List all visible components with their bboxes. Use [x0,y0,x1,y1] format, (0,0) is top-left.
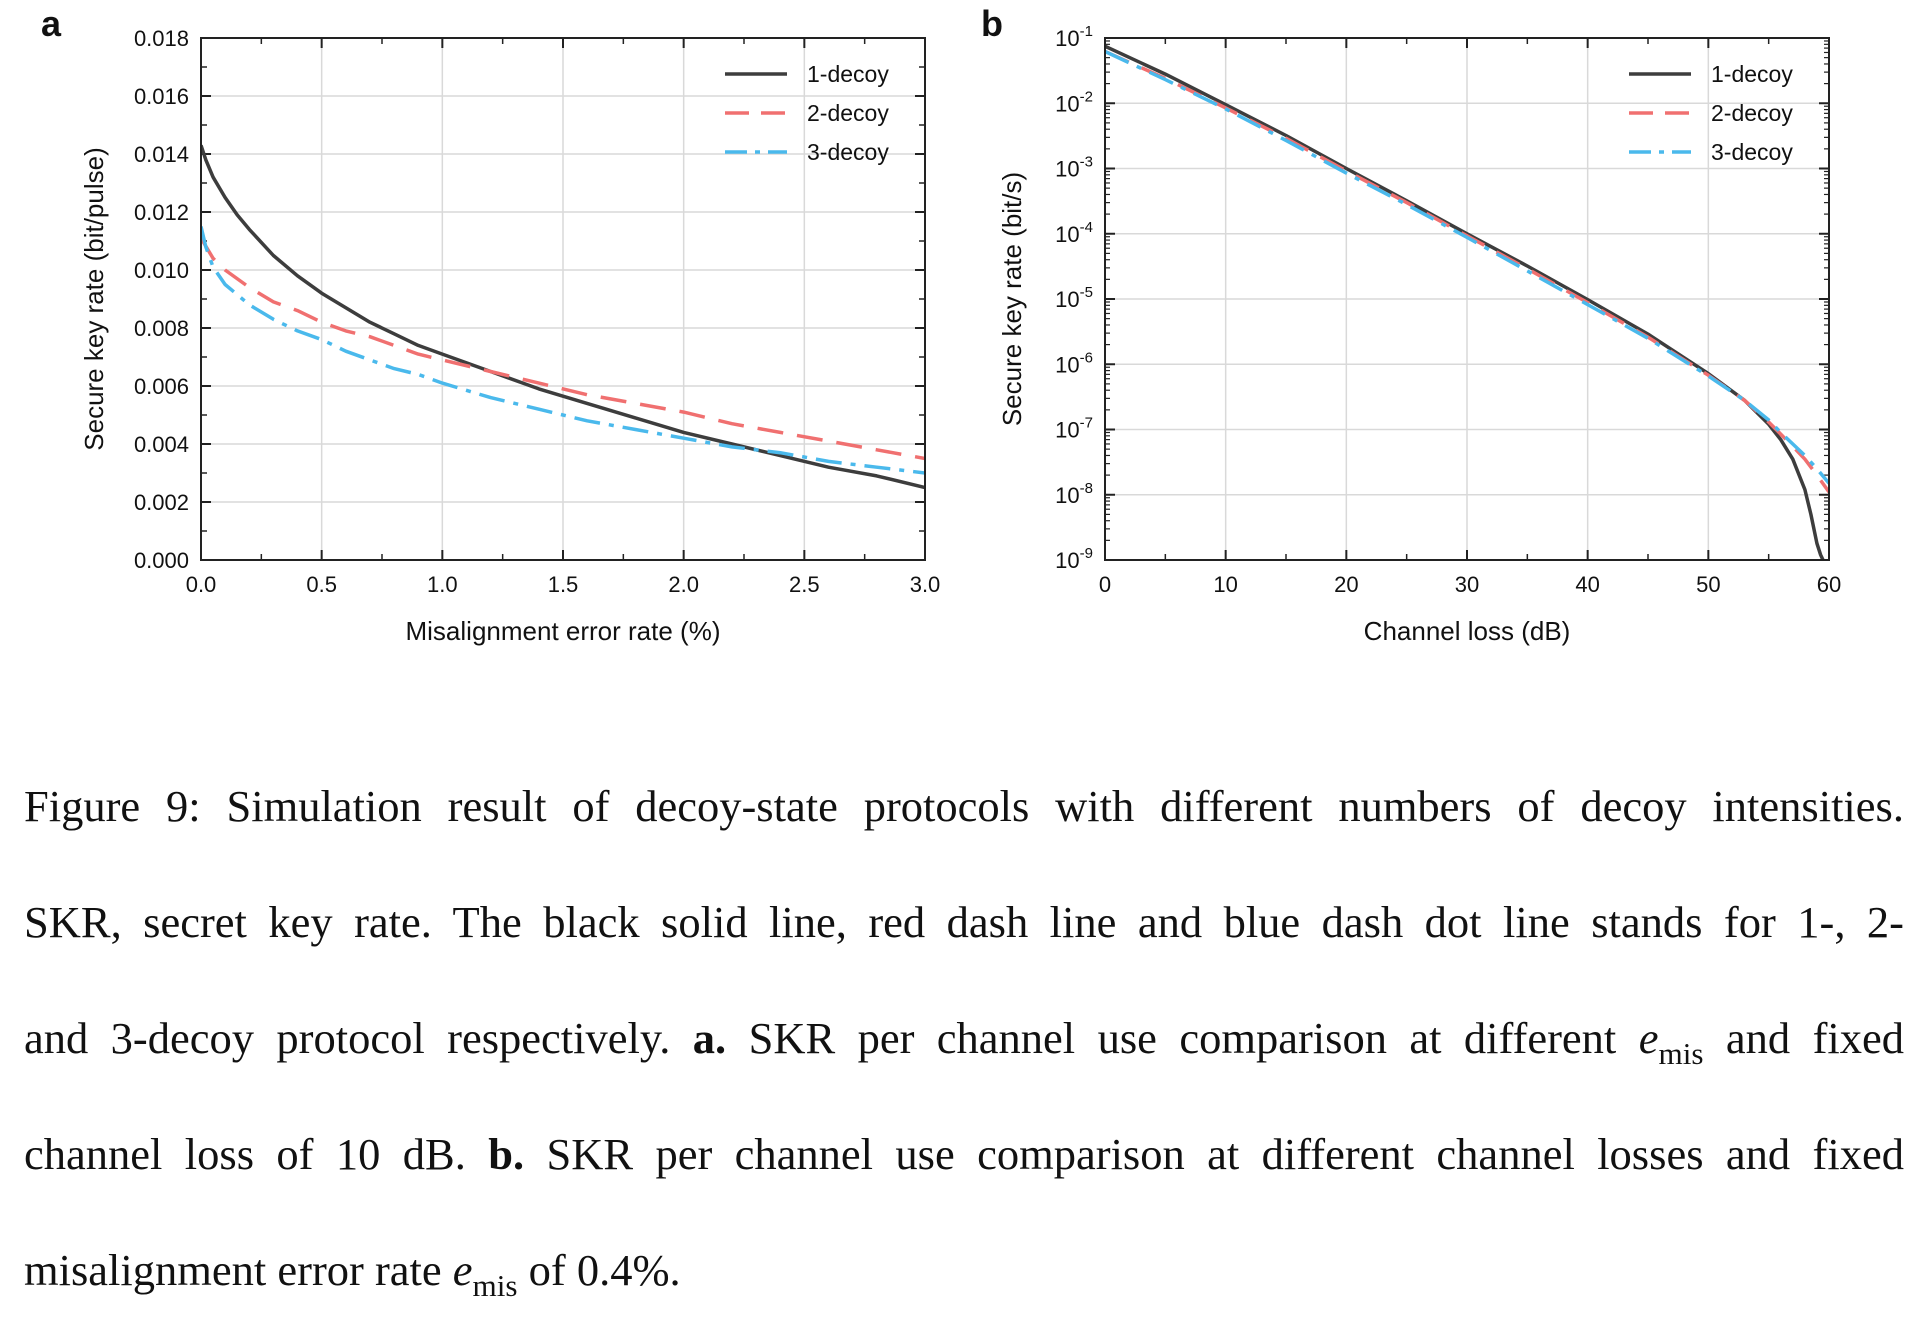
legend-label: 2-decoy [1711,100,1793,126]
y-tick-label: 0.002 [134,490,189,515]
caption-line: and 3-decoy protocol respectively. a. SK… [24,1013,1905,1071]
y-tick-label: 0.018 [134,26,189,51]
x-tick-label: 1.0 [427,572,458,597]
y-tick-label: 10-6 [1055,349,1093,377]
x-tick-label: 0.5 [306,572,337,597]
y-tick-label: 10-4 [1055,219,1093,247]
panel-label: a [41,3,62,44]
x-axis-label: Channel loss (dB) [1364,616,1571,646]
plot-frame [200,37,926,561]
series-line-1-decoy [1105,44,1825,560]
series-line-3-decoy [1105,49,1829,485]
x-tick-label: 30 [1455,572,1479,597]
panel-a-chart: 0.0 0.5 1.0 1.5 2.0 2.5 3.0 0.000 0.002 0.004 0.00… [41,3,940,646]
figure-charts: 0.0 0.5 1.0 1.5 2.0 2.5 3.0 0.000 0.002 0.004 0.00… [41,3,1841,646]
x-tick-label: 0.0 [186,572,217,597]
y-tick-label: 10-3 [1055,154,1093,182]
legend-label: 2-decoy [807,100,889,126]
legend-label: 3-decoy [1711,139,1793,165]
x-tick-label: 1.5 [548,572,579,597]
y-tick-label: 10-1 [1055,23,1093,51]
caption-bold: b. [488,1129,525,1179]
x-tick-label: 50 [1696,572,1720,597]
y-tick-label: 0.000 [134,548,189,573]
y-tick-label: 10-2 [1055,88,1093,116]
y-tick-label: 10-8 [1055,480,1093,508]
caption-bold: a. [692,1013,727,1063]
x-tick-label: 10 [1213,572,1237,597]
caption-math: emis [1638,1013,1704,1071]
x-tick-label: 2.0 [668,572,699,597]
plot-frame [1104,37,1830,561]
caption-line: Figure 9: Simulation result of decoy-sta… [24,781,1904,831]
series-line-2-decoy [201,237,925,461]
series-line-3-decoy [201,226,925,475]
x-tick-label: 2.5 [789,572,820,597]
y-tick-label: 10-7 [1055,415,1093,443]
legend-label: 1-decoy [1711,61,1793,87]
y-tick-label: 0.016 [134,84,189,109]
caption-line: channel loss of 10 dB. b. SKR per channe… [24,1129,1904,1179]
series-line-1-decoy [201,144,925,490]
y-axis-label: Secure key rate (bit/s) [997,172,1027,426]
caption-line: misalignment error rate emis of 0.4%. [24,1245,681,1303]
x-tick-label: 3.0 [910,572,941,597]
y-tick-label: 0.004 [134,432,189,457]
y-tick-label: 0.014 [134,142,189,167]
figure-caption: Figure 9: Simulation result of decoy-sta… [24,748,1904,1328]
x-tick-label: 0 [1099,572,1111,597]
y-tick-label: 10-9 [1055,545,1093,573]
legend-label: 3-decoy [807,139,889,165]
y-axis-label: Secure key rate (bit/pulse) [79,147,109,450]
y-tick-label: 10-5 [1055,284,1093,312]
x-tick-label: 60 [1817,572,1841,597]
caption-math: emis [452,1245,518,1303]
y-tick-label: 0.010 [134,258,189,283]
y-tick-label: 0.008 [134,316,189,341]
x-tick-label: 20 [1334,572,1358,597]
panel-b-chart: 0 10 20 30 40 50 60 10-9 10-8 10-7 10-6 10-5 10-4 10-… [981,3,1841,646]
y-tick-label: 0.006 [134,374,189,399]
caption-line: SKR, secret key rate. The black solid li… [24,897,1904,947]
y-tick-label: 0.012 [134,200,189,225]
x-axis-label: Misalignment error rate (%) [406,616,721,646]
panel-label: b [981,3,1003,44]
x-tick-label: 40 [1575,572,1599,597]
legend-label: 1-decoy [807,61,889,87]
